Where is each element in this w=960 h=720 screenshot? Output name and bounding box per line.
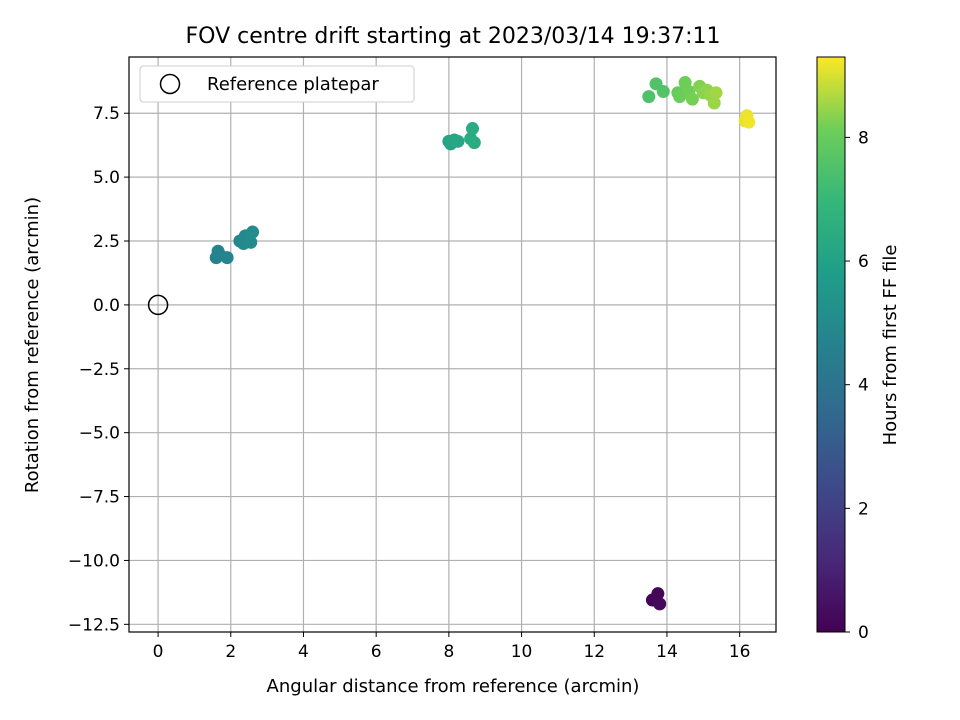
data-point bbox=[685, 92, 699, 106]
colorbar-tick-label: 6 bbox=[858, 252, 869, 272]
colorbar-tick-label: 4 bbox=[858, 376, 869, 396]
x-axis-label: Angular distance from reference (arcmin) bbox=[267, 676, 640, 697]
data-point bbox=[246, 225, 260, 239]
data-point bbox=[742, 115, 756, 129]
x-tick-label: 12 bbox=[583, 642, 605, 662]
chart-title: FOV centre drift starting at 2023/03/14 … bbox=[186, 24, 721, 49]
data-point bbox=[467, 136, 481, 150]
x-tick-label: 14 bbox=[656, 642, 678, 662]
data-point bbox=[656, 85, 670, 98]
colorbar: 0 2 4 6 8 Hours from first FF file bbox=[816, 56, 901, 643]
data-point bbox=[653, 597, 667, 611]
colorbar-tick-label: 8 bbox=[858, 128, 869, 148]
x-tick-label: 2 bbox=[225, 642, 236, 662]
data-point bbox=[642, 90, 656, 104]
x-tick-label: 4 bbox=[298, 642, 309, 662]
grid-lines bbox=[129, 57, 776, 632]
y-tick-label: −2.5 bbox=[79, 360, 120, 380]
data-point bbox=[465, 122, 479, 136]
y-tick-label: 0.0 bbox=[93, 296, 120, 316]
y-tick-label: −5.0 bbox=[79, 424, 120, 444]
data-point bbox=[709, 86, 723, 100]
x-tick-label: 16 bbox=[729, 642, 751, 662]
reference-platepar-marker bbox=[147, 294, 169, 316]
scatter-points bbox=[147, 76, 756, 611]
axes: 0 2 4 6 8 10 12 14 16 −12.5 −10.0 −7.5 −5.0 −2.5 0.0 2.… bbox=[68, 56, 777, 662]
data-point bbox=[220, 251, 234, 265]
legend: Reference platepar bbox=[139, 65, 415, 103]
data-point bbox=[651, 587, 665, 601]
colorbar-ticks: 0 2 4 6 8 bbox=[845, 128, 869, 643]
colorbar-tick-label: 2 bbox=[858, 499, 869, 519]
y-tick-label: 5.0 bbox=[93, 168, 120, 188]
colorbar-tick-label: 0 bbox=[858, 623, 869, 643]
colorbar-label: Hours from first FF file bbox=[880, 245, 901, 446]
y-tick-label: 7.5 bbox=[93, 104, 120, 124]
data-point bbox=[244, 235, 258, 249]
y-axis-label: Rotation from reference (arcmin) bbox=[22, 197, 43, 493]
data-point bbox=[707, 96, 721, 110]
y-tick-label: 2.5 bbox=[93, 232, 120, 252]
y-tick-label: −12.5 bbox=[68, 615, 120, 635]
data-point bbox=[451, 134, 465, 148]
x-tick-label: 10 bbox=[511, 642, 533, 662]
y-tick-label: −7.5 bbox=[79, 488, 120, 508]
y-tick-label: −10.0 bbox=[68, 551, 120, 571]
legend-label-reference: Reference platepar bbox=[207, 74, 379, 95]
colorbar-gradient bbox=[816, 56, 846, 633]
x-tick-label: 6 bbox=[371, 642, 382, 662]
plot-frame bbox=[128, 56, 777, 633]
legend-marker-reference bbox=[159, 73, 181, 95]
x-tick-label: 0 bbox=[153, 642, 164, 662]
x-tick-label: 8 bbox=[443, 642, 454, 662]
